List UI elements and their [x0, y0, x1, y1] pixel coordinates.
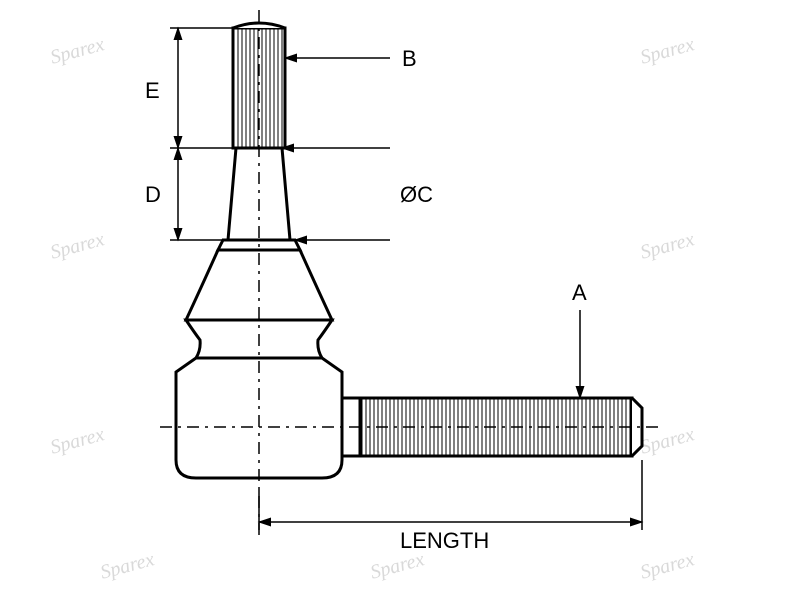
diagram-svg	[0, 0, 800, 600]
label-C: ØC	[400, 182, 433, 208]
label-B: B	[402, 46, 417, 72]
label-length: LENGTH	[400, 528, 489, 554]
label-E: E	[145, 78, 160, 104]
diagram-canvas: Sparex Sparex Sparex Sparex Sparex Spare…	[0, 0, 800, 600]
label-A: A	[572, 280, 587, 306]
label-D: D	[145, 182, 161, 208]
